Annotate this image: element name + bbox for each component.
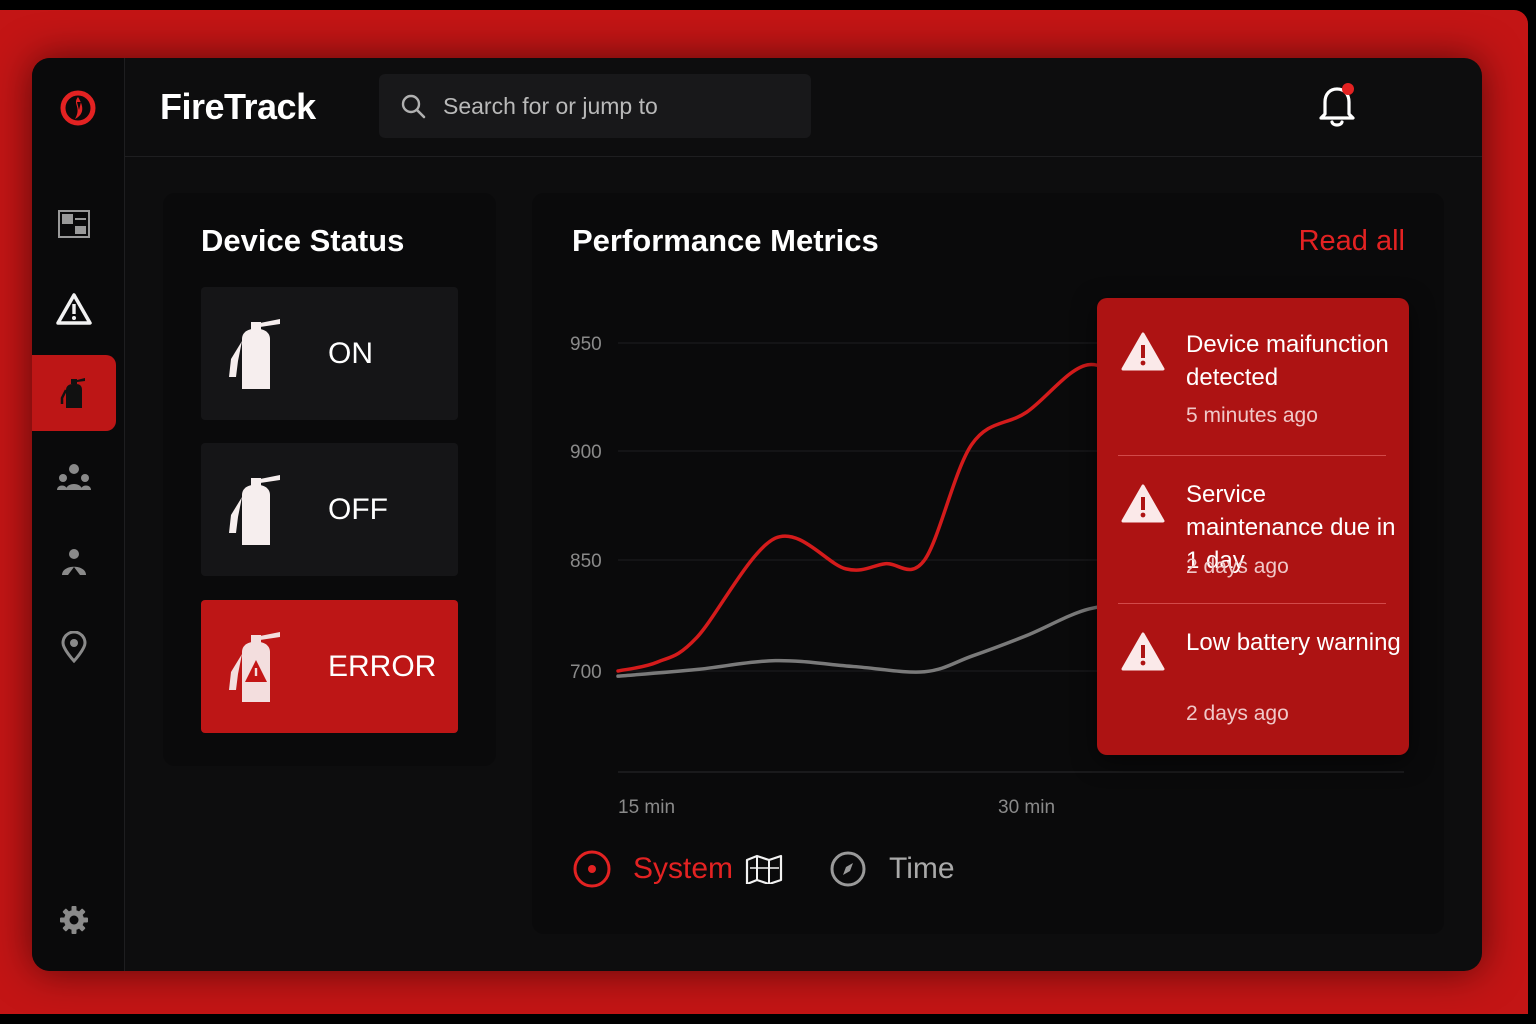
- sidebar-item-alerts[interactable]: [32, 271, 116, 347]
- warning-icon: [1121, 484, 1165, 523]
- sidebar-item-users[interactable]: [32, 524, 116, 600]
- sidebar-item-settings[interactable]: [32, 882, 116, 958]
- sidebar-item-locations[interactable]: [32, 609, 116, 685]
- search-bar[interactable]: [379, 74, 811, 138]
- extinguisher-icon: [229, 319, 280, 389]
- alert-divider: [1118, 603, 1386, 604]
- extinguisher-error-icon: [229, 632, 280, 702]
- status-tile-on[interactable]: ON: [201, 287, 458, 420]
- series-line-primary: [616, 362, 1186, 673]
- extinguisher-icon: [229, 475, 280, 545]
- device-status-title: Device Status: [201, 223, 405, 258]
- legend-time[interactable]: Time: [828, 849, 955, 889]
- y-tick-label: 950: [570, 334, 602, 355]
- legend-label-time: Time: [889, 852, 955, 885]
- map-icon: [745, 854, 783, 884]
- compass-icon: [830, 851, 866, 887]
- read-all-link[interactable]: Read all: [1298, 225, 1405, 257]
- alert-time: 5 minutes ago: [1186, 404, 1318, 427]
- alert-time: 2 days ago: [1186, 702, 1289, 725]
- alert-title: Low battery warning: [1186, 629, 1401, 656]
- status-label: ERROR: [328, 650, 437, 683]
- performance-metrics-title: Performance Metrics: [572, 223, 879, 258]
- y-tick-label: 850: [570, 551, 602, 572]
- sidebar-item-dashboard[interactable]: [32, 186, 116, 262]
- y-tick-label: 900: [570, 442, 602, 463]
- status-label: ON: [328, 337, 373, 370]
- alert-title: Device maifunction detected: [1186, 331, 1389, 391]
- app-title: FireTrack: [160, 86, 316, 127]
- x-tick-label: 30 min: [998, 797, 1055, 818]
- alert-time: 2 days ago: [1186, 555, 1289, 578]
- alert-divider: [1118, 455, 1386, 456]
- notification-bell-icon[interactable]: [1317, 80, 1357, 128]
- y-tick-label: 700: [570, 662, 602, 683]
- status-label: OFF: [328, 493, 388, 526]
- team-icon: [57, 464, 91, 490]
- warning-icon: [1121, 332, 1165, 371]
- status-tile-off[interactable]: OFF: [201, 443, 458, 576]
- dashboard-icon: [58, 210, 90, 238]
- alerts-panel: Device maifunction detected 5 minutes ag…: [1097, 298, 1409, 755]
- x-tick-label: 15 min: [618, 797, 675, 818]
- location-pin-icon: [61, 631, 87, 663]
- extinguisher-icon: [60, 378, 85, 408]
- top-header: FireTrack: [124, 58, 1482, 157]
- legend-system[interactable]: System: [572, 849, 783, 889]
- sidebar: [32, 58, 125, 971]
- target-icon: [573, 850, 611, 888]
- warning-icon: [1121, 632, 1165, 671]
- users-icon: [62, 549, 86, 575]
- alert-title: Service maintenance due in 1 day: [1186, 481, 1396, 574]
- alert-icon: [56, 293, 92, 325]
- sidebar-item-team[interactable]: [32, 439, 116, 515]
- device-status-card: Device Status ON OFF: [163, 193, 496, 766]
- gear-icon: [60, 906, 88, 934]
- fire-logo-icon: [60, 90, 96, 126]
- legend-label-system: System: [633, 852, 734, 885]
- search-input[interactable]: [441, 91, 805, 121]
- search-icon: [401, 94, 426, 119]
- status-tile-error[interactable]: ERROR: [201, 600, 458, 733]
- sidebar-item-devices[interactable]: [32, 355, 116, 431]
